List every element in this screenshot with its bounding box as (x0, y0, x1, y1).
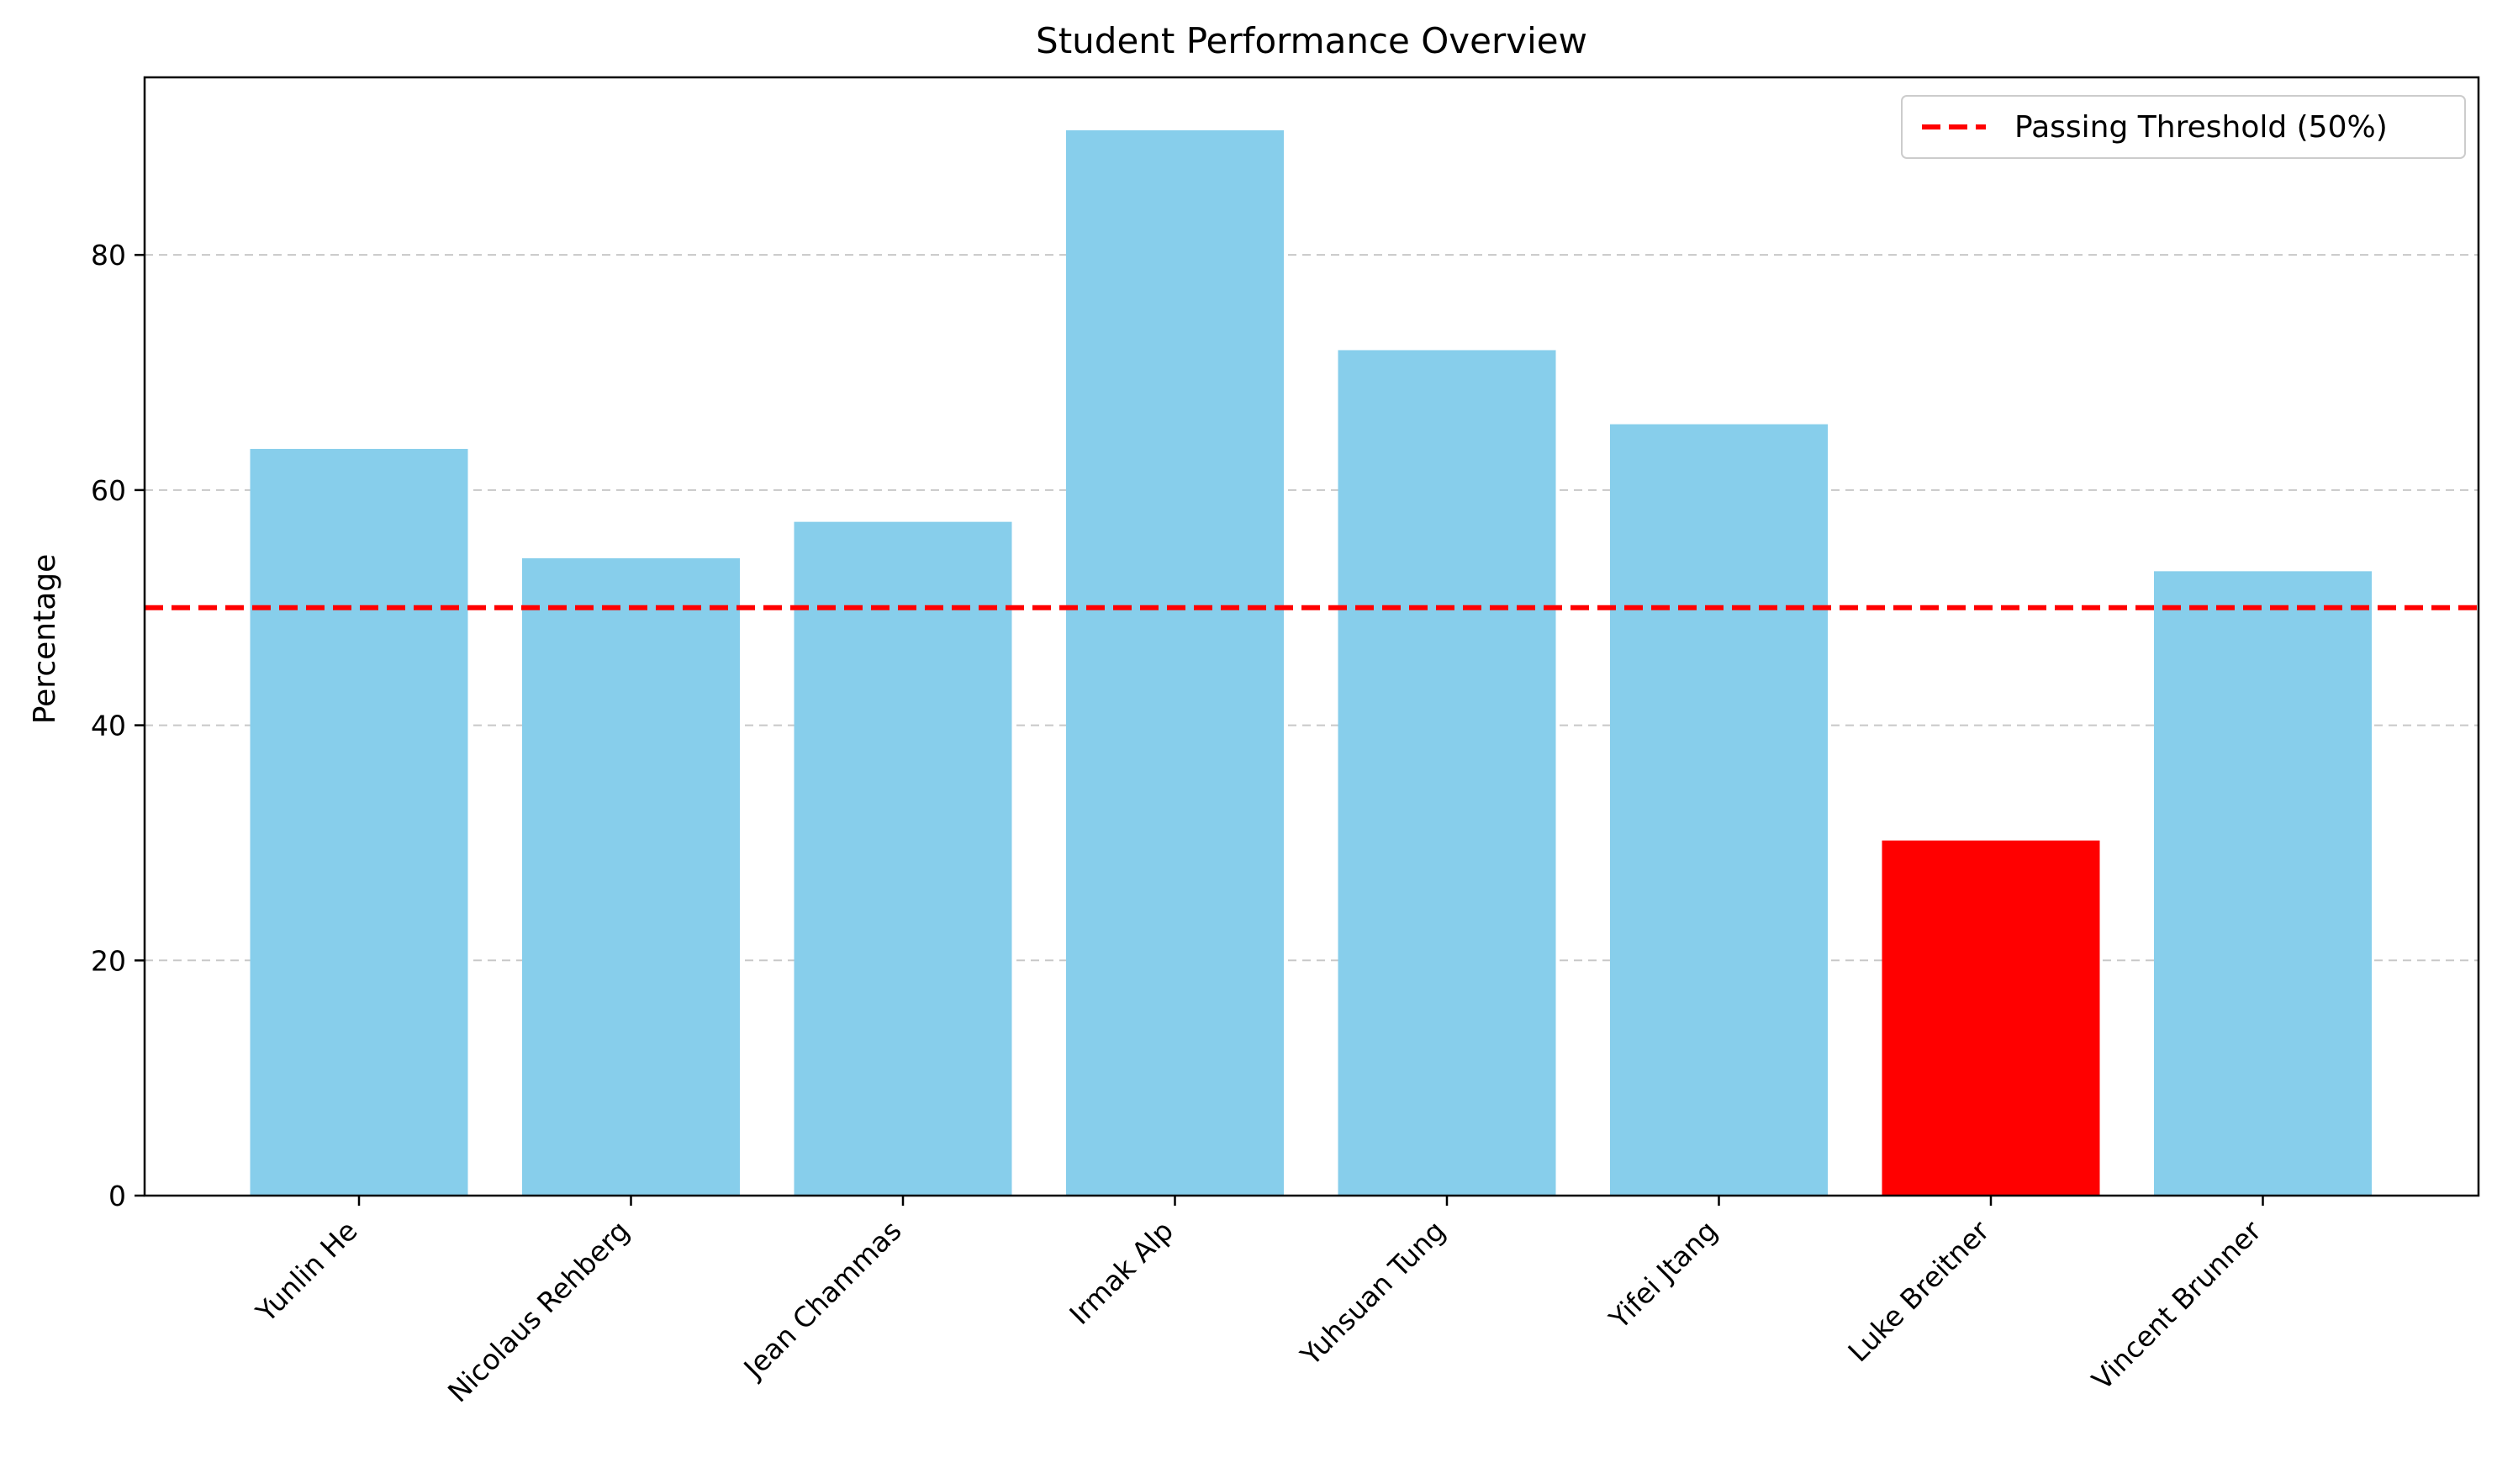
x-tick-label: Irmak Alp (1063, 1214, 1180, 1331)
y-axis-label: Percentage (28, 554, 62, 725)
x-tick-label: Yunlin He (249, 1214, 364, 1329)
bars (250, 129, 2372, 1196)
legend: Passing Threshold (50%) (1901, 95, 2466, 159)
x-tick-label: Luke Breitner (1841, 1214, 1996, 1369)
bar-6 (1882, 840, 2100, 1196)
bar-3 (1066, 129, 1284, 1196)
x-tick-label: Yifei Jtang (1602, 1214, 1724, 1336)
bar-7 (2154, 571, 2372, 1196)
x-tick-label: Jean Chammas (736, 1214, 908, 1386)
legend-threshold-label: Passing Threshold (50%) (2014, 110, 2388, 145)
bar-0 (250, 448, 468, 1196)
bar-4 (1338, 350, 1556, 1196)
plot-frame (143, 76, 2480, 1197)
legend-box (1901, 95, 2466, 159)
y-tick-label: 20 (91, 944, 126, 977)
x-tick-label: Nicolaus Rehberg (441, 1214, 636, 1408)
y-tick-label: 0 (108, 1180, 126, 1212)
y-axis-ticks: 0 20 40 60 80 (91, 239, 145, 1212)
bar-2 (794, 521, 1012, 1196)
y-tick-label: 60 (91, 474, 126, 507)
y-tick-label: 40 (91, 710, 126, 742)
x-tick-label: Yuhsuan Tung (1294, 1214, 1452, 1372)
bar-1 (522, 557, 740, 1196)
x-axis-ticks: Yunlin He Nicolaus Rehberg Jean Chammas Irm… (249, 1196, 2267, 1408)
x-tick-label: Vincent Brunner (2085, 1214, 2267, 1397)
chart-title: Student Performance Overview (1036, 20, 1587, 61)
y-tick-label: 80 (91, 239, 126, 272)
bar-5 (1610, 424, 1828, 1196)
